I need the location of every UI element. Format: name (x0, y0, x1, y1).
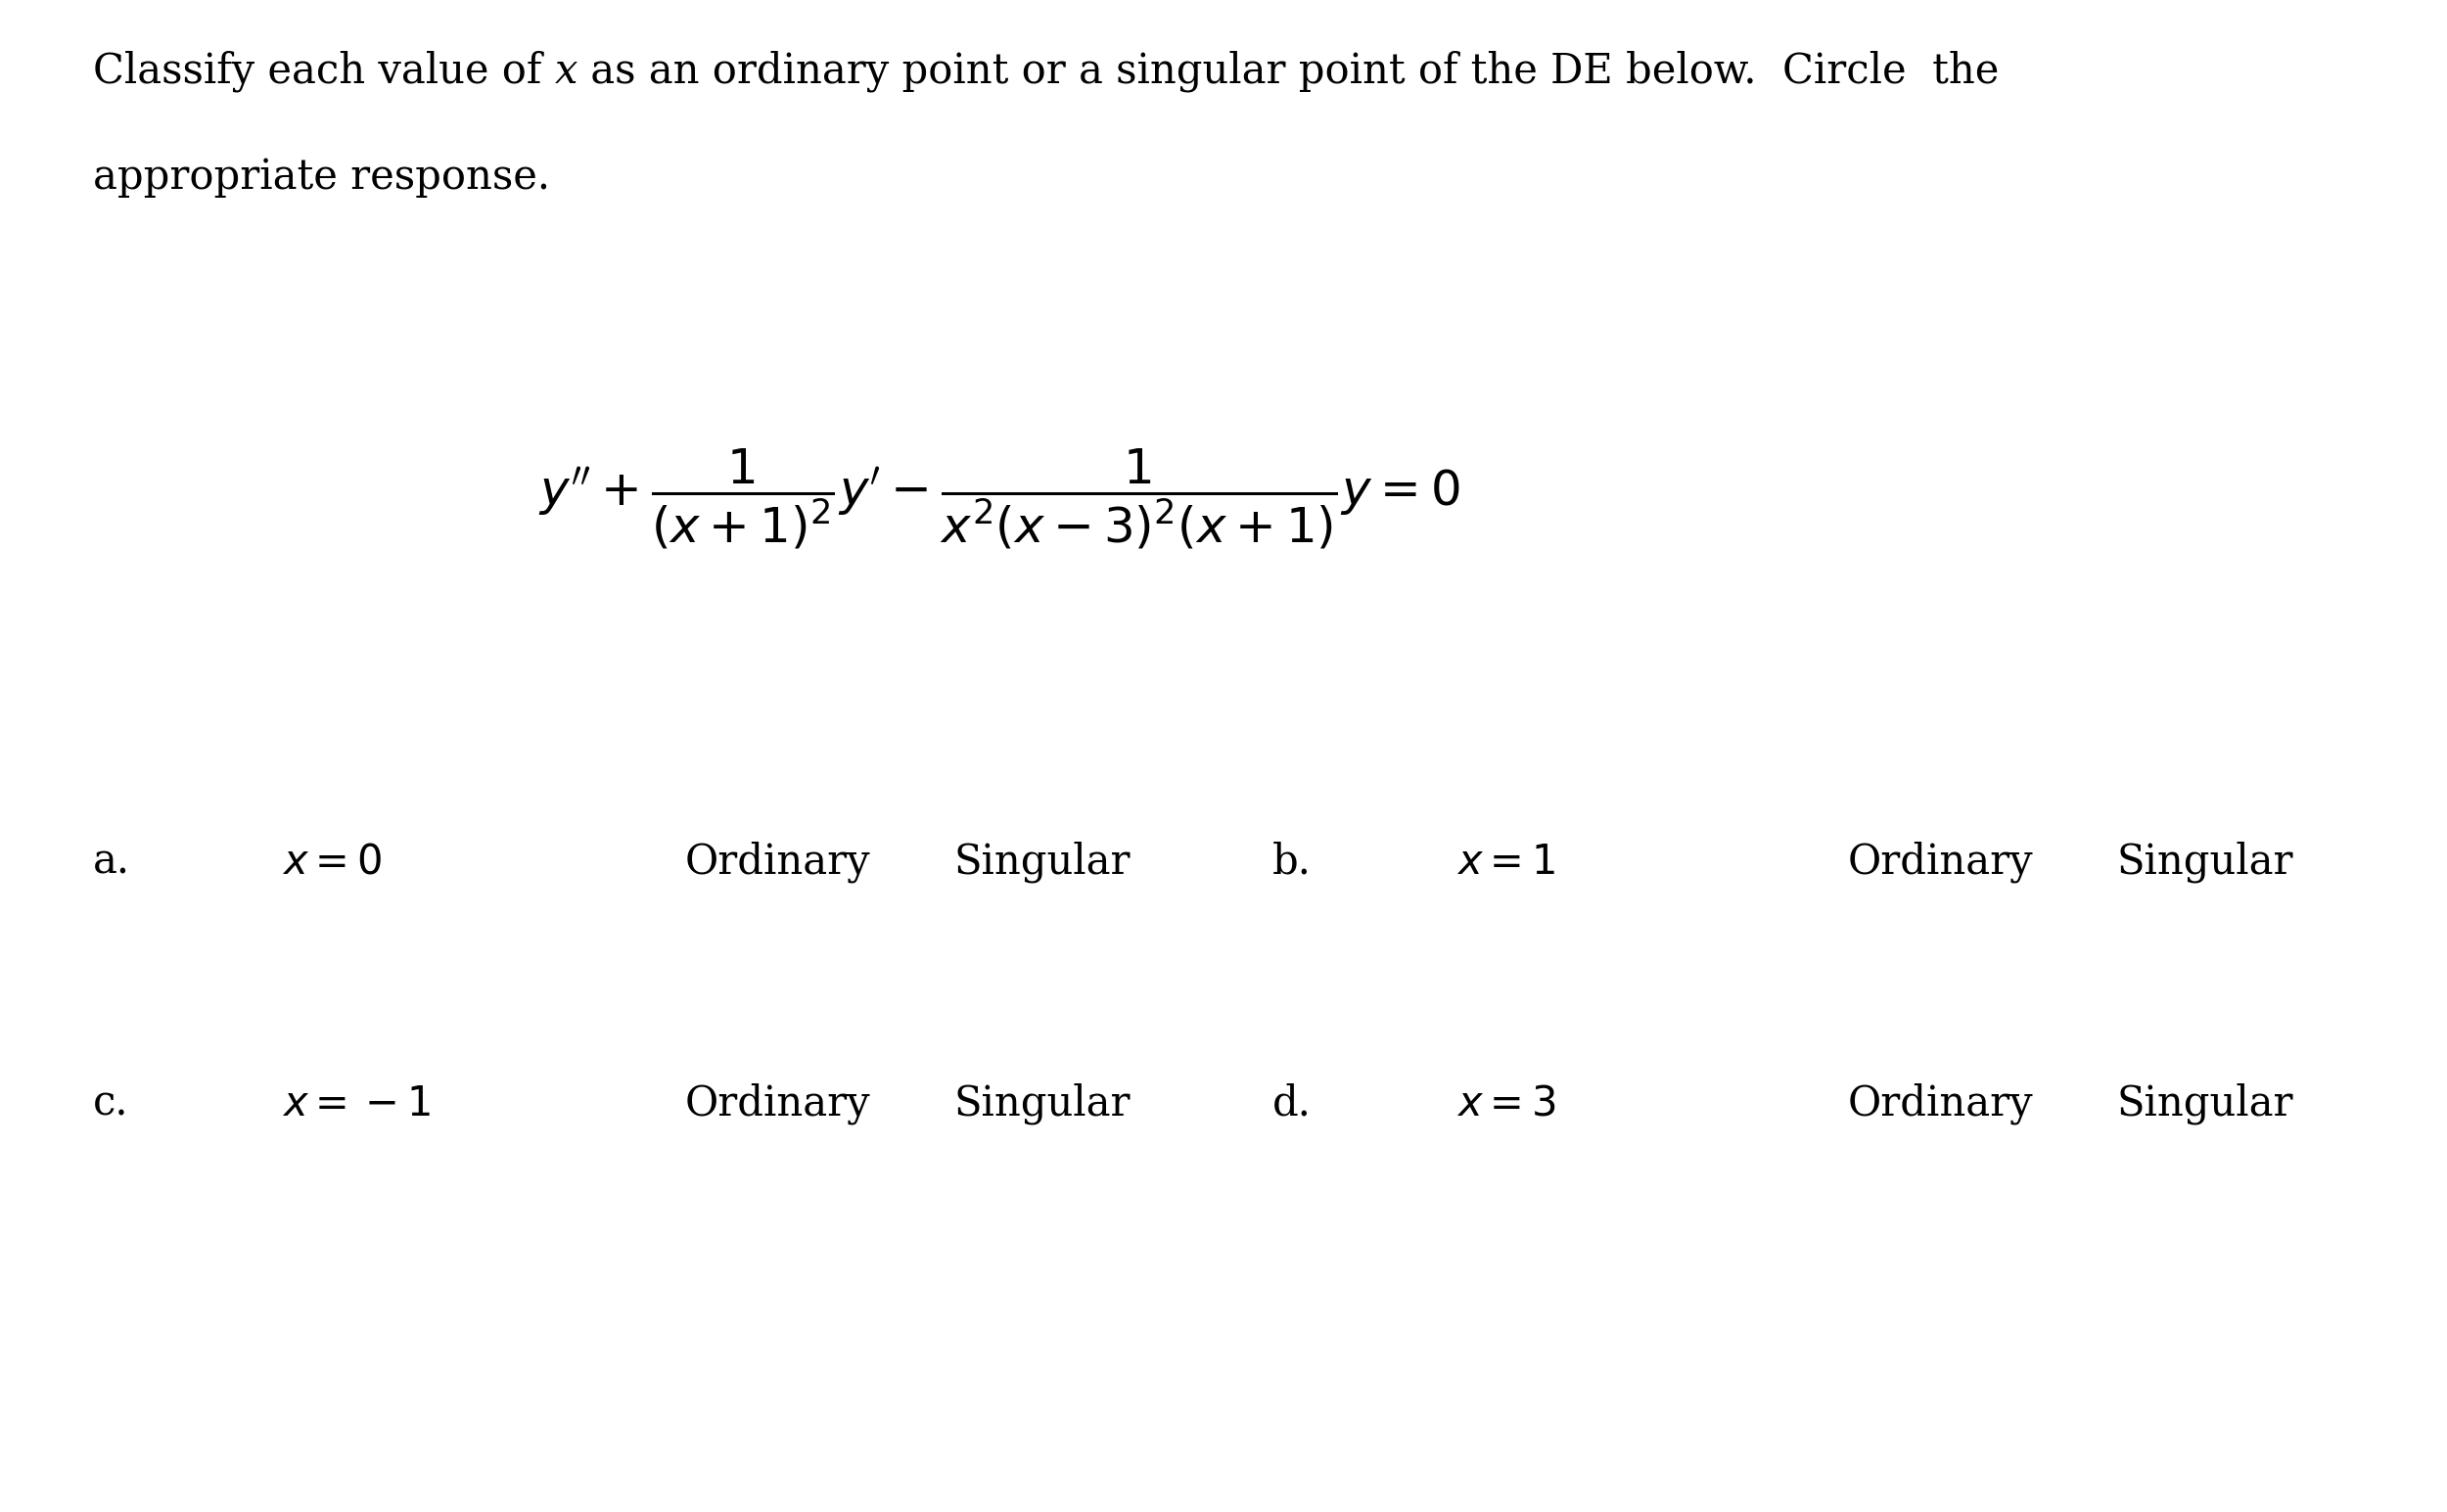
Text: Singular: Singular (954, 841, 1131, 883)
Text: Singular: Singular (954, 1083, 1131, 1125)
Text: Singular: Singular (2117, 841, 2293, 883)
Text: $x = 1$: $x = 1$ (1456, 841, 1556, 883)
Text: Classify each value of: Classify each value of (93, 51, 555, 92)
Text: $x = 3$: $x = 3$ (1456, 1083, 1556, 1125)
Text: Ordinary: Ordinary (685, 1083, 871, 1125)
Text: Singular: Singular (2117, 1083, 2293, 1125)
Text: $x = -1$: $x = -1$ (281, 1083, 431, 1125)
Text: b.: b. (1272, 841, 1312, 883)
Text: x: x (555, 51, 577, 92)
Text: a.: a. (93, 841, 130, 883)
Text: Ordinary: Ordinary (1847, 1083, 2033, 1125)
Text: appropriate response.: appropriate response. (93, 157, 551, 198)
Text: Ordinary: Ordinary (1847, 841, 2033, 883)
Text: d.: d. (1272, 1083, 1312, 1125)
Text: c.: c. (93, 1083, 130, 1125)
Text: as an ordinary point or a singular point of the DE below.  Circle  the: as an ordinary point or a singular point… (577, 51, 1999, 92)
Text: $y'' + \dfrac{1}{(x+1)^2}y' - \dfrac{1}{x^2(x-3)^2(x+1)}y = 0$: $y'' + \dfrac{1}{(x+1)^2}y' - \dfrac{1}{… (538, 448, 1461, 550)
Text: Ordinary: Ordinary (685, 841, 871, 883)
Text: $x = 0$: $x = 0$ (281, 841, 382, 883)
